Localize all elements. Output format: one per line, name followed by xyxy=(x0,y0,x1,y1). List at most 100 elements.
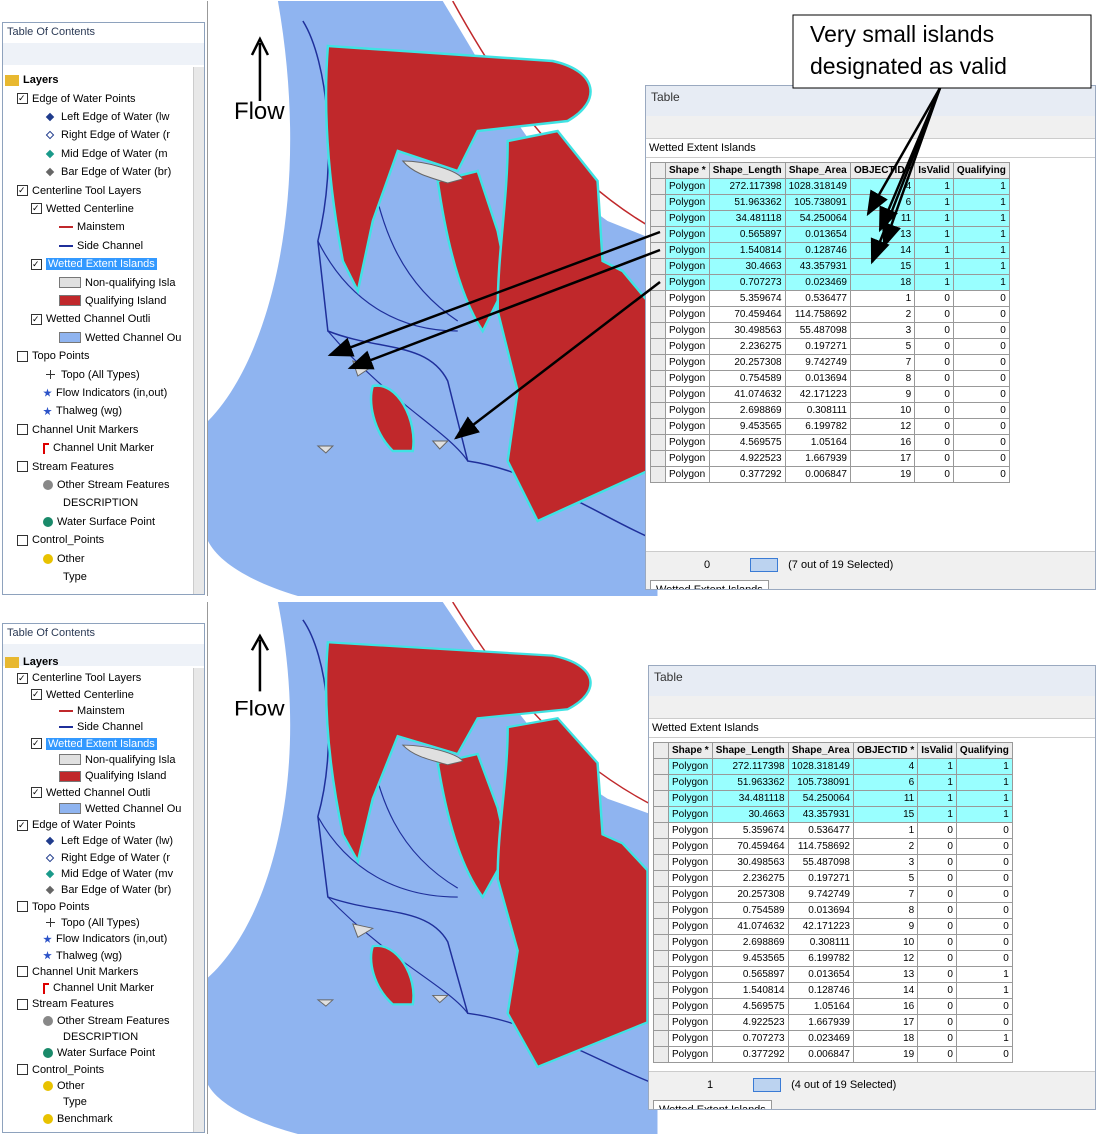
row-selector xyxy=(654,887,669,903)
toc-icon xyxy=(43,917,57,928)
table-cell: 1 xyxy=(918,759,957,775)
table-row: Polygon41.07463242.171223900 xyxy=(651,387,1010,403)
table-cell: 0 xyxy=(915,323,954,339)
toc-item-label: Topo (All Types) xyxy=(61,917,140,929)
toc-item-label: Non-qualifying Isla xyxy=(85,277,176,289)
row-selector xyxy=(651,275,666,291)
toc-item-label: Channel Unit Marker xyxy=(53,982,154,994)
toc-item: Left Edge of Water (lw) xyxy=(43,833,173,849)
table-cell: 1 xyxy=(956,775,1012,791)
table-cell: 1 xyxy=(953,211,1009,227)
row-selector xyxy=(654,759,669,775)
toc-icon xyxy=(43,407,52,416)
table-cell: 34.481118 xyxy=(712,791,788,807)
toc-item: Bar Edge of Water (br) xyxy=(43,163,171,181)
table-cell: 1 xyxy=(953,179,1009,195)
table-cell: 105.738091 xyxy=(788,775,853,791)
table-cell: 18 xyxy=(851,275,915,291)
table-cell: 0.128746 xyxy=(785,243,850,259)
table-cell: 2.698869 xyxy=(709,403,785,419)
table-cell: Polygon xyxy=(666,243,710,259)
table-cell: 1 xyxy=(956,791,1012,807)
row-selector-header xyxy=(654,743,669,759)
toc-icon xyxy=(46,113,54,121)
toc-icon xyxy=(46,131,54,139)
table-cell: Polygon xyxy=(669,903,713,919)
table-row: Polygon0.7545890.013694800 xyxy=(651,371,1010,387)
toc-item: Wetted Channel Ou xyxy=(59,801,181,817)
table-cell: 0 xyxy=(956,823,1012,839)
table-cell: 0 xyxy=(918,935,957,951)
table-cell: 2 xyxy=(854,839,918,855)
table-cell: 3 xyxy=(854,855,918,871)
table-cell: 0 xyxy=(918,887,957,903)
table-cell: Polygon xyxy=(666,467,710,483)
table-row: Polygon0.3772920.0068471900 xyxy=(651,467,1010,483)
table-cell: 1 xyxy=(915,227,954,243)
toc-item: Other xyxy=(43,1078,85,1094)
table-cell: 0 xyxy=(953,355,1009,371)
toc-item: Qualifying Island xyxy=(59,292,166,310)
table-row: Polygon4.5695751.051641600 xyxy=(654,999,1013,1015)
table-window: TableWetted Extent IslandsShape *Shape_L… xyxy=(648,665,1096,1110)
toc-scrollbar xyxy=(193,67,204,594)
row-selector xyxy=(654,839,669,855)
toc-item: ✓Wetted Channel Outli xyxy=(31,310,150,328)
toc-icon xyxy=(17,424,28,435)
row-selector xyxy=(651,323,666,339)
row-selector xyxy=(651,403,666,419)
table-cell: Polygon xyxy=(669,839,713,855)
table-cell: 42.171223 xyxy=(785,387,850,403)
toc-item: Stream Features xyxy=(17,457,114,475)
table-row: Polygon30.49856355.487098300 xyxy=(654,855,1013,871)
table-cell: 0.377292 xyxy=(709,467,785,483)
table-area: Shape *Shape_LengthShape_AreaOBJECTID *I… xyxy=(649,738,1095,1071)
toc-item-label: Benchmark xyxy=(57,1113,113,1125)
table-cell: 30.4663 xyxy=(712,807,788,823)
table-row: Polygon0.7072730.0234691801 xyxy=(654,1031,1013,1047)
table-window: TableWetted Extent IslandsShape *Shape_L… xyxy=(645,85,1096,590)
row-selector xyxy=(651,339,666,355)
toc-item: Flow Indicators (in,out) xyxy=(43,384,167,402)
table-cell: 0.754589 xyxy=(709,371,785,387)
row-selector xyxy=(651,451,666,467)
flow-label: Flow xyxy=(234,98,285,125)
table-cell: 1 xyxy=(918,791,957,807)
toc-item: ✓Wetted Channel Outli xyxy=(31,784,150,800)
table-cell: 0 xyxy=(953,307,1009,323)
row-selector xyxy=(651,371,666,387)
table-cell: 0 xyxy=(956,1015,1012,1031)
toc-item-label: Mid Edge of Water (mv xyxy=(61,868,173,880)
toc-icon: ✓ xyxy=(31,738,42,749)
toc-icon xyxy=(17,461,28,472)
table-cell: 0 xyxy=(915,387,954,403)
flow-arrow xyxy=(252,636,268,691)
table-cell: Polygon xyxy=(669,935,713,951)
table-cell: Polygon xyxy=(666,195,710,211)
table-cell: 0 xyxy=(918,919,957,935)
table-cell: Polygon xyxy=(669,1031,713,1047)
toc-icon: ✓ xyxy=(31,203,42,214)
table-cell: Polygon xyxy=(669,775,713,791)
toc-item-label: Non-qualifying Isla xyxy=(85,754,176,766)
toc-item: DESCRIPTION xyxy=(59,494,138,512)
table-cell: 1 xyxy=(953,275,1009,291)
table-cell: 0.536477 xyxy=(788,823,853,839)
toc-item: Other xyxy=(43,549,85,567)
toc-item: ✓Edge of Water Points xyxy=(17,817,136,833)
toc-item-label: Mainstem xyxy=(77,705,125,717)
attribute-table: Shape *Shape_LengthShape_AreaOBJECTID *I… xyxy=(650,162,1010,483)
toc-icon xyxy=(59,332,81,343)
selection-status: (4 out of 19 Selected) xyxy=(791,1079,896,1091)
toc-item-label: Wetted Extent Islands xyxy=(46,258,157,270)
table-cell: 4.569575 xyxy=(712,999,788,1015)
column-header: OBJECTID * xyxy=(851,163,915,179)
toc-icon xyxy=(59,710,73,712)
table-row: Polygon272.1173981028.318149411 xyxy=(651,179,1010,195)
toc-icon xyxy=(43,517,53,527)
table-cell: 8 xyxy=(854,903,918,919)
row-selector xyxy=(651,467,666,483)
